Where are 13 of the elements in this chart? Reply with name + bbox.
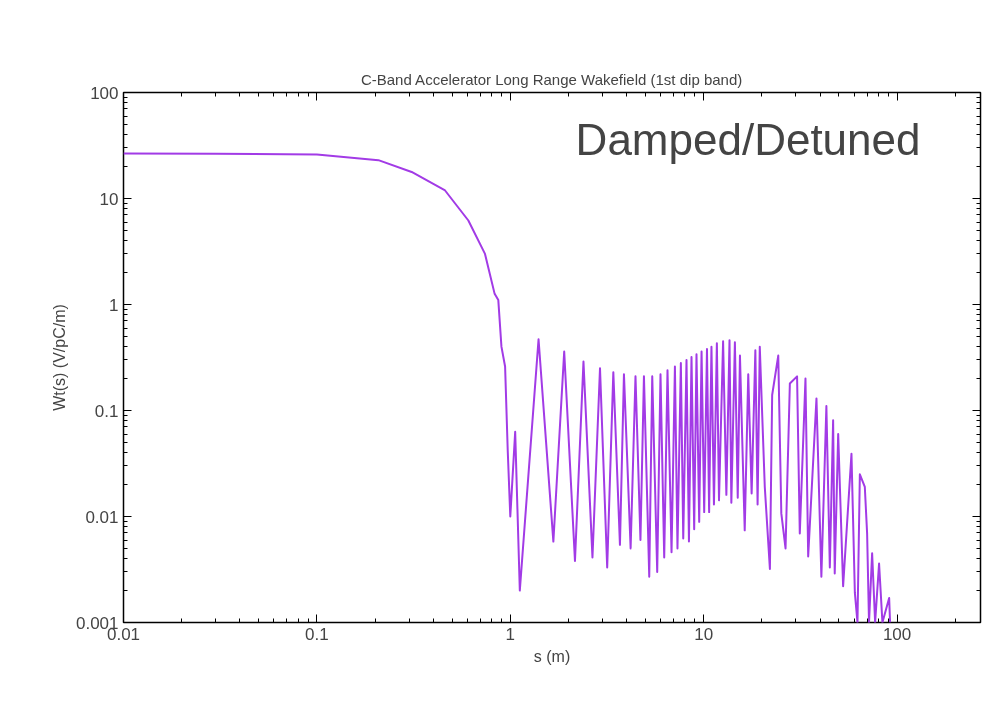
x-tick-label: 0.1 — [305, 624, 329, 644]
y-tick-label: 1 — [109, 295, 119, 315]
x-tick-label: 1 — [505, 624, 516, 644]
y-tick-label: 100 — [90, 83, 119, 103]
x-tick-label: 10 — [694, 624, 714, 644]
y-tick-label: 0.01 — [85, 507, 119, 527]
x-axis-title: s (m) — [533, 647, 571, 665]
chart-title: C-Band Accelerator Long Range Wakefield (1st dip band) — [360, 70, 743, 88]
x-tick-label: 100 — [882, 624, 912, 644]
y-tick-label: 10 — [99, 189, 119, 209]
y-tick-label: 0.1 — [94, 401, 119, 421]
y-axis-title: Wt(s) (V/pC/m) — [50, 304, 68, 411]
annotation: Damped/Detuned — [575, 114, 921, 164]
